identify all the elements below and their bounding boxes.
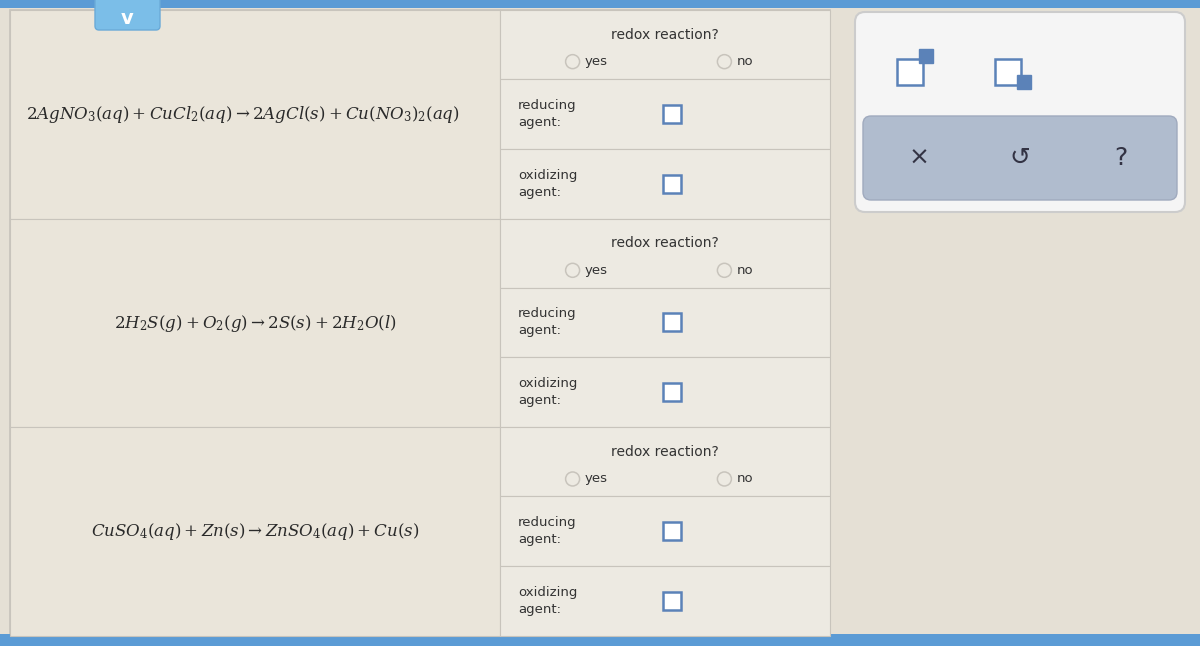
Bar (500, 566, 830, 636)
Text: oxidizing
agent:: oxidizing agent: (518, 169, 577, 199)
Text: redox reaction?: redox reaction? (611, 236, 719, 251)
Bar (662, 174, 680, 193)
Bar (1018, 75, 1031, 89)
FancyBboxPatch shape (854, 12, 1186, 212)
Text: redox reaction?: redox reaction? (611, 28, 719, 42)
FancyBboxPatch shape (863, 116, 1177, 200)
Text: v: v (121, 8, 134, 28)
Text: $2H_2S(g) + O_2(g) \rightarrow 2S(s) + 2H_2O(l)$: $2H_2S(g) + O_2(g) \rightarrow 2S(s) + 2… (114, 313, 396, 333)
Bar (10, 10, 830, 636)
Bar (662, 592, 680, 610)
Bar (500, 357, 830, 428)
Circle shape (718, 264, 732, 277)
Bar (662, 383, 680, 401)
Text: reducing
agent:: reducing agent: (518, 99, 577, 129)
FancyBboxPatch shape (95, 0, 160, 30)
Circle shape (565, 55, 580, 68)
Text: redox reaction?: redox reaction? (611, 445, 719, 459)
Text: oxidizing
agent:: oxidizing agent: (518, 377, 577, 408)
Circle shape (718, 472, 732, 486)
Text: ?: ? (1114, 146, 1127, 170)
Bar (662, 105, 680, 123)
Bar (10, 218, 500, 428)
Text: no: no (737, 55, 754, 68)
Text: yes: yes (584, 264, 607, 277)
Bar (919, 49, 934, 63)
Bar (0, 0, 1200, 8)
Bar (500, 496, 830, 566)
Text: oxidizing
agent:: oxidizing agent: (518, 586, 577, 616)
Bar (10, 10, 500, 218)
Text: $2AgNO_3(aq) + CuCl_2(aq) \rightarrow 2AgCl(s) + Cu(NO_3)_2(aq)$: $2AgNO_3(aq) + CuCl_2(aq) \rightarrow 2A… (26, 104, 460, 125)
Bar (500, 79, 830, 149)
Text: no: no (737, 264, 754, 277)
Text: $CuSO_4(aq) + Zn(s) \rightarrow ZnSO_4(aq) + Cu(s)$: $CuSO_4(aq) + Zn(s) \rightarrow ZnSO_4(a… (91, 521, 419, 542)
Text: yes: yes (584, 55, 607, 68)
Circle shape (565, 472, 580, 486)
Bar (662, 313, 680, 331)
Text: reducing
agent:: reducing agent: (518, 307, 577, 337)
Bar (898, 59, 923, 85)
Bar (500, 428, 830, 496)
Bar (500, 218, 830, 287)
Bar (0, 634, 1200, 646)
Bar (10, 428, 500, 636)
Bar (500, 149, 830, 218)
Text: ↺: ↺ (1009, 146, 1031, 170)
Text: reducing
agent:: reducing agent: (518, 516, 577, 546)
Bar (995, 59, 1021, 85)
Bar (500, 10, 830, 79)
Text: no: no (737, 472, 754, 486)
Text: yes: yes (584, 472, 607, 486)
Text: ×: × (910, 146, 930, 170)
Circle shape (718, 55, 732, 68)
Bar (662, 522, 680, 540)
Circle shape (565, 264, 580, 277)
Bar (500, 287, 830, 357)
